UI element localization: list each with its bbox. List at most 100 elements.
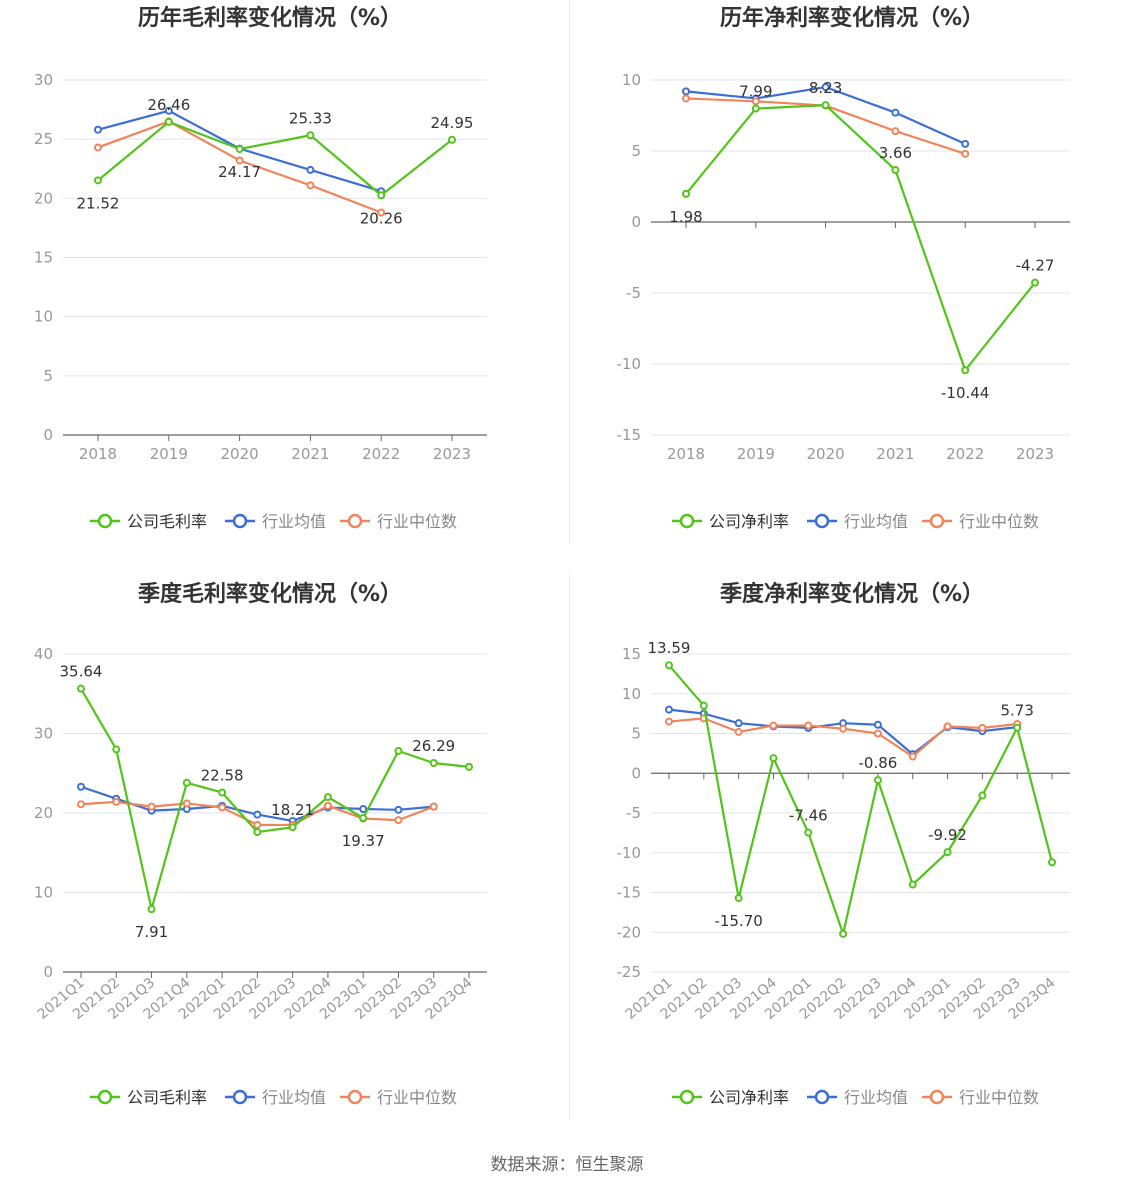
data-point[interactable]	[682, 94, 690, 103]
data-point[interactable]	[306, 165, 315, 174]
data-point[interactable]	[682, 189, 690, 198]
data-point[interactable]	[182, 799, 191, 808]
data-point[interactable]	[94, 176, 102, 185]
data-point[interactable]	[394, 816, 403, 825]
data-point[interactable]	[1048, 858, 1056, 867]
data-point[interactable]	[147, 905, 156, 914]
data-point[interactable]	[253, 810, 262, 819]
data-point[interactable]	[77, 782, 85, 791]
data-point[interactable]	[112, 797, 121, 806]
data-point[interactable]	[769, 721, 778, 730]
legend-item-2[interactable]: 行业中位数	[340, 1088, 457, 1107]
data-point[interactable]	[891, 127, 900, 136]
data-point[interactable]	[394, 746, 403, 755]
data-point[interactable]	[769, 754, 778, 763]
legend-item-1[interactable]: 行业均值	[225, 512, 326, 531]
data-point[interactable]	[751, 104, 760, 113]
data-label: 35.64	[60, 663, 103, 681]
data-point[interactable]	[699, 701, 708, 710]
data-point[interactable]	[306, 131, 315, 140]
data-point[interactable]	[164, 106, 173, 115]
data-point[interactable]	[235, 144, 244, 153]
data-point[interactable]	[804, 721, 813, 730]
data-point[interactable]	[873, 729, 882, 738]
legend-item-2[interactable]: 行业中位数	[922, 512, 1039, 531]
legend-item-2[interactable]: 行业中位数	[922, 1088, 1039, 1107]
data-point[interactable]	[961, 139, 970, 148]
data-point[interactable]	[465, 762, 473, 771]
data-label: 13.59	[648, 639, 691, 657]
legend-item-0[interactable]: 公司毛利率	[90, 1088, 207, 1107]
data-point[interactable]	[429, 802, 438, 811]
data-point[interactable]	[891, 108, 900, 117]
data-point[interactable]	[94, 143, 102, 152]
data-point[interactable]	[821, 83, 830, 92]
legend-item-2[interactable]: 行业中位数	[340, 512, 457, 531]
data-point[interactable]	[359, 814, 368, 823]
data-point[interactable]	[682, 87, 690, 96]
x-tick-label: 2023	[1016, 445, 1054, 463]
data-point[interactable]	[821, 101, 830, 110]
legend-label: 行业均值	[262, 512, 326, 531]
data-point[interactable]	[804, 828, 813, 837]
legend-item-1[interactable]: 行业均值	[807, 1088, 908, 1107]
data-point[interactable]	[1013, 723, 1022, 732]
data-point[interactable]	[839, 724, 848, 733]
data-point[interactable]	[323, 801, 332, 810]
data-point[interactable]	[873, 776, 882, 785]
data-point[interactable]	[147, 802, 156, 811]
y-tick-label: -5	[626, 284, 641, 302]
data-point[interactable]	[182, 778, 191, 787]
data-point[interactable]	[77, 684, 85, 693]
data-point[interactable]	[94, 125, 102, 134]
data-point[interactable]	[218, 788, 227, 797]
data-point[interactable]	[908, 880, 917, 889]
data-point[interactable]	[112, 745, 121, 754]
data-point[interactable]	[1031, 278, 1039, 287]
data-point[interactable]	[377, 208, 386, 217]
legend-item-0[interactable]: 公司毛利率	[90, 512, 207, 531]
data-point[interactable]	[394, 805, 403, 814]
data-point[interactable]	[253, 820, 262, 829]
data-point[interactable]	[323, 793, 332, 802]
data-point[interactable]	[288, 823, 297, 832]
data-point[interactable]	[77, 800, 85, 809]
y-tick-label: 15	[34, 249, 53, 267]
data-point[interactable]	[665, 661, 673, 670]
legend-item-1[interactable]: 行业均值	[225, 1088, 326, 1107]
data-point[interactable]	[734, 894, 743, 903]
data-point[interactable]	[448, 135, 456, 144]
data-point[interactable]	[306, 181, 315, 190]
data-point[interactable]	[218, 803, 227, 812]
y-tick-label: -20	[617, 923, 642, 941]
x-tick-label: 2020	[807, 445, 845, 463]
legend-item-0[interactable]: 公司净利率	[672, 512, 789, 531]
legend-item-0[interactable]: 公司净利率	[672, 1088, 789, 1107]
data-point[interactable]	[891, 166, 900, 175]
data-point[interactable]	[839, 929, 848, 938]
data-point[interactable]	[164, 117, 173, 126]
data-point[interactable]	[961, 366, 970, 375]
data-point[interactable]	[235, 156, 244, 165]
y-tick-label: 0	[631, 213, 641, 231]
data-point[interactable]	[943, 722, 952, 731]
data-point[interactable]	[961, 149, 970, 158]
data-point[interactable]	[978, 723, 987, 732]
legend-item-1[interactable]: 行业均值	[807, 512, 908, 531]
data-point[interactable]	[429, 758, 438, 767]
data-point[interactable]	[734, 719, 743, 728]
data-point[interactable]	[751, 97, 760, 106]
x-tick-label: 2018	[79, 445, 117, 463]
data-point[interactable]	[873, 720, 882, 729]
data-point[interactable]	[908, 752, 917, 761]
data-point[interactable]	[665, 705, 673, 714]
data-label: -15.70	[714, 912, 762, 930]
data-point[interactable]	[377, 191, 386, 200]
data-point[interactable]	[943, 848, 952, 857]
data-point[interactable]	[253, 828, 262, 837]
data-point[interactable]	[978, 791, 987, 800]
data-point[interactable]	[359, 805, 368, 814]
data-point[interactable]	[734, 727, 743, 736]
data-point[interactable]	[665, 717, 673, 726]
